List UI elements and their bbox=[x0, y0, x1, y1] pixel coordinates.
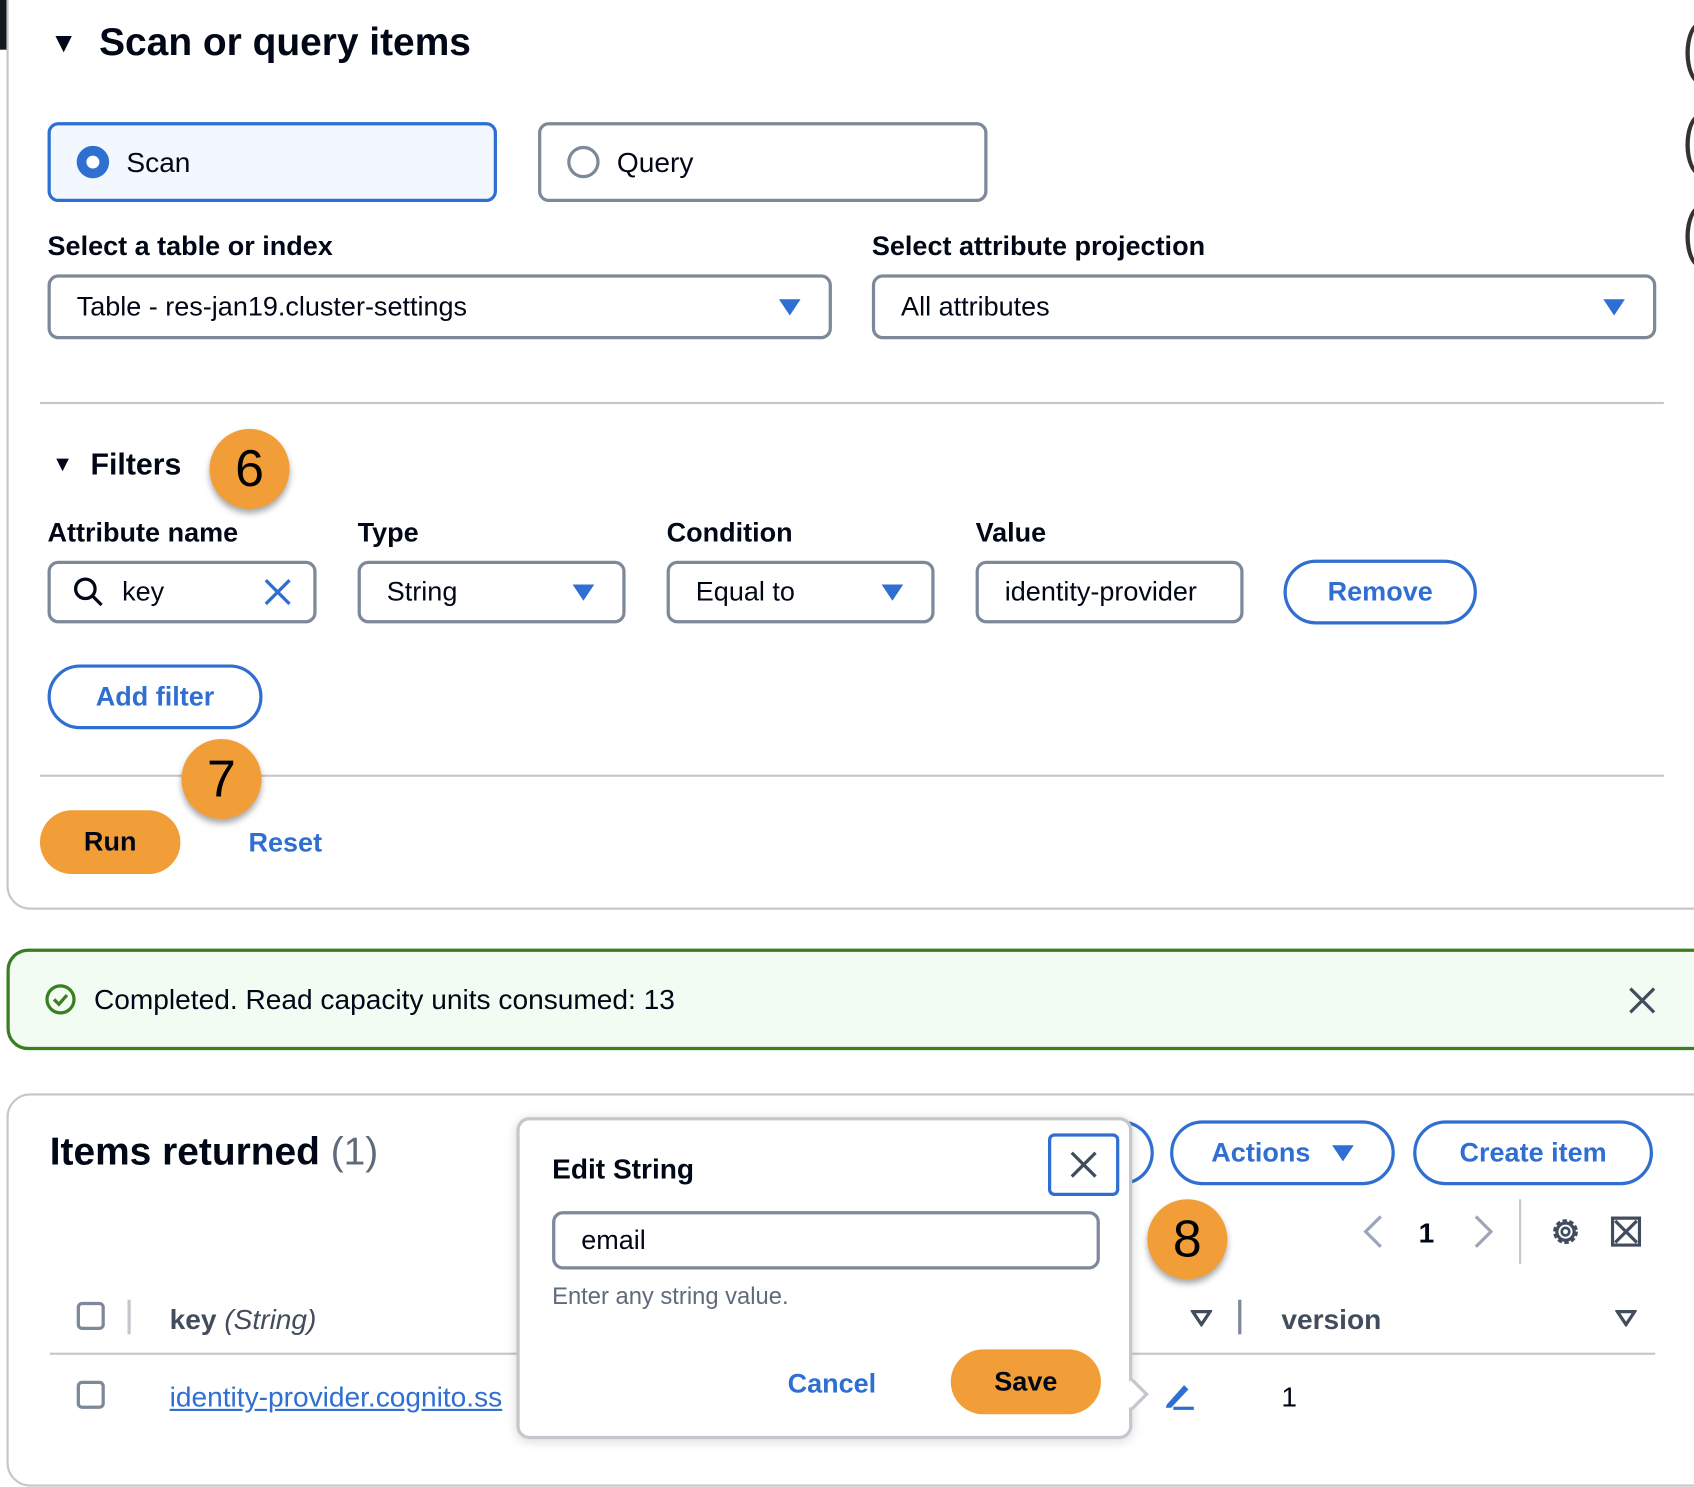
alert-text: Completed. Read capacity units consumed:… bbox=[93, 982, 675, 1016]
mode-query[interactable]: Query bbox=[538, 122, 988, 203]
chevron-right-icon[interactable] bbox=[1472, 1214, 1496, 1249]
add-filter-button[interactable]: Add filter bbox=[47, 664, 263, 730]
panel-title: Scan or query items bbox=[99, 19, 471, 64]
type-label: Type bbox=[357, 517, 419, 548]
projection-select-value: All attributes bbox=[901, 291, 1050, 322]
item-version: 1 bbox=[1281, 1380, 1297, 1414]
projection-label: Select attribute projection bbox=[871, 231, 1206, 262]
column-key-name: key bbox=[169, 1302, 217, 1336]
filters-header[interactable]: ▼ Filters bbox=[52, 447, 181, 482]
badge-number: 6 bbox=[235, 440, 264, 498]
items-title: Items returned (1) bbox=[50, 1129, 379, 1174]
popover-title: Edit String bbox=[552, 1152, 695, 1186]
badge-number: 7 bbox=[207, 750, 236, 808]
step-badge-8: 8 bbox=[1147, 1199, 1228, 1280]
column-key-type: (String) bbox=[224, 1302, 317, 1336]
check-circle-icon bbox=[45, 984, 76, 1015]
remove-filter-button[interactable]: Remove bbox=[1283, 559, 1477, 625]
sort-icon[interactable] bbox=[1615, 1309, 1637, 1327]
caret-down-icon: ▼ bbox=[49, 25, 78, 58]
type-select[interactable]: String bbox=[357, 560, 626, 624]
column-divider bbox=[1238, 1299, 1242, 1335]
items-title-text: Items returned bbox=[49, 1129, 320, 1174]
row-checkbox[interactable] bbox=[76, 1380, 105, 1409]
create-item-button[interactable]: Create item bbox=[1413, 1120, 1654, 1186]
success-alert: Completed. Read capacity units consumed:… bbox=[6, 948, 1694, 1051]
column-header-version[interactable]: version bbox=[1281, 1302, 1382, 1336]
column-divider bbox=[127, 1299, 131, 1335]
actions-button[interactable]: Actions bbox=[1170, 1120, 1395, 1186]
actions-label: Actions bbox=[1211, 1137, 1311, 1168]
save-button[interactable]: Save bbox=[950, 1349, 1101, 1415]
edit-pencil-icon[interactable] bbox=[1163, 1381, 1195, 1411]
close-icon[interactable] bbox=[1628, 986, 1656, 1014]
radio-unchecked-icon bbox=[567, 145, 600, 179]
step-badge-7: 7 bbox=[181, 738, 262, 819]
input-hint: Enter any string value. bbox=[552, 1282, 789, 1310]
table-select[interactable]: Table - res-jan19.cluster-settings bbox=[47, 274, 832, 340]
gear-icon[interactable] bbox=[1548, 1214, 1583, 1249]
clear-icon[interactable] bbox=[264, 578, 292, 606]
select-all-checkbox[interactable] bbox=[76, 1301, 105, 1330]
projection-select[interactable]: All attributes bbox=[871, 274, 1657, 340]
condition-value: Equal to bbox=[695, 576, 795, 607]
attr-name-label: Attribute name bbox=[47, 517, 239, 548]
fullscreen-icon[interactable] bbox=[1610, 1216, 1642, 1247]
mode-label: Scan bbox=[126, 145, 191, 178]
step-badge-6: 6 bbox=[209, 428, 290, 509]
type-value: String bbox=[386, 576, 458, 607]
condition-label: Condition bbox=[666, 517, 793, 548]
search-icon bbox=[74, 577, 103, 607]
badge-number: 8 bbox=[1172, 1210, 1202, 1268]
popover-close-button[interactable] bbox=[1047, 1133, 1120, 1197]
close-icon bbox=[1070, 1151, 1097, 1178]
divider bbox=[39, 401, 1664, 405]
mode-label: Query bbox=[616, 145, 694, 178]
cancel-button[interactable]: Cancel bbox=[787, 1368, 877, 1400]
caret-down-icon bbox=[1331, 1144, 1354, 1161]
column-header-key[interactable]: key (String) bbox=[170, 1303, 317, 1336]
caret-down-icon: ▼ bbox=[51, 452, 74, 476]
window-edge bbox=[0, 0, 7, 50]
attr-name-input[interactable]: key bbox=[47, 560, 317, 624]
attr-name-value: key bbox=[122, 576, 165, 607]
table-select-value: Table - res-jan19.cluster-settings bbox=[76, 291, 468, 322]
caret-down-icon bbox=[1603, 299, 1625, 316]
value-input[interactable]: identity-provider bbox=[975, 560, 1244, 624]
table-label: Select a table or index bbox=[47, 231, 333, 262]
caret-down-icon bbox=[778, 299, 801, 316]
string-value-text: email bbox=[581, 1224, 646, 1255]
value-input-text: identity-provider bbox=[1004, 576, 1197, 607]
value-label: Value bbox=[975, 517, 1047, 548]
caret-down-icon bbox=[881, 584, 904, 601]
mode-scan[interactable]: Scan bbox=[47, 122, 497, 203]
divider bbox=[1519, 1199, 1522, 1265]
edit-string-popover: Edit String email Enter any string value… bbox=[516, 1117, 1133, 1440]
page-number[interactable]: 1 bbox=[1418, 1216, 1435, 1249]
radio-checked-icon bbox=[76, 145, 110, 179]
scan-panel-header[interactable]: ▼ Scan or query items bbox=[50, 19, 471, 64]
string-value-input[interactable]: email bbox=[552, 1211, 1100, 1270]
caret-down-icon bbox=[572, 584, 595, 601]
items-count: (1) bbox=[330, 1129, 379, 1174]
condition-select[interactable]: Equal to bbox=[666, 560, 935, 624]
divider bbox=[39, 774, 1664, 777]
chevron-left-icon[interactable] bbox=[1361, 1214, 1385, 1249]
reset-button[interactable]: Reset bbox=[248, 827, 323, 858]
run-button[interactable]: Run bbox=[39, 810, 181, 875]
item-key-link[interactable]: identity-provider.cognito.ss bbox=[169, 1380, 503, 1414]
sort-icon[interactable] bbox=[1190, 1309, 1213, 1327]
filters-title: Filters bbox=[90, 447, 182, 481]
